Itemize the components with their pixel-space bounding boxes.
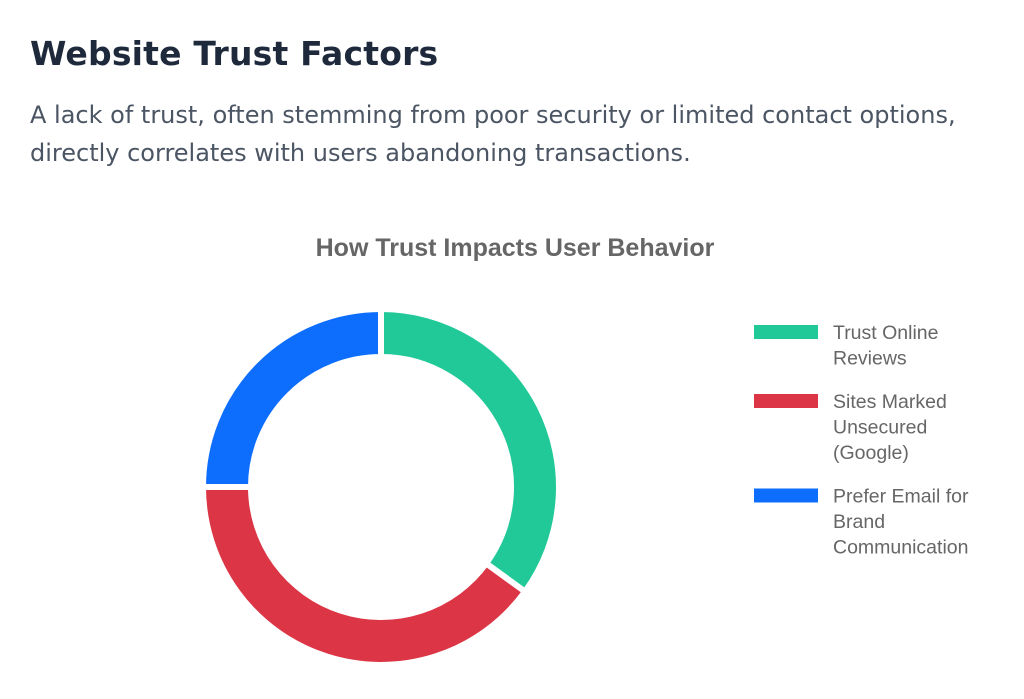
legend-swatch-0 <box>754 325 818 339</box>
legend-label-0: Trust Online Reviews <box>833 322 938 370</box>
page-title: Website Trust Factors <box>30 34 439 73</box>
chart-slices <box>199 305 562 668</box>
legend-item-2[interactable]: Prefer Email for Brand Communication <box>754 486 969 559</box>
doughnut-slice-0[interactable] <box>378 305 562 596</box>
doughnut-slice-2[interactable] <box>199 305 384 490</box>
doughnut-chart: How Trust Impacts User Behavior Trust On… <box>199 234 969 668</box>
page-description: A lack of trust, often stemming from poo… <box>30 101 956 167</box>
legend-item-1[interactable]: Sites Marked Unsecured (Google) <box>754 391 947 464</box>
legend-swatch-2 <box>754 488 818 503</box>
legend-swatch-1 <box>754 394 818 408</box>
chart-title: How Trust Impacts User Behavior <box>316 234 715 262</box>
trust-chart: How Trust Impacts User Behavior Trust On… <box>0 214 1024 699</box>
legend-item-0[interactable]: Trust Online Reviews <box>754 322 938 370</box>
doughnut-slice-1[interactable] <box>199 484 530 668</box>
legend-label-1: Sites Marked Unsecured (Google) <box>833 391 947 464</box>
chart-legend: Trust Online Reviews Sites Marked Unsecured… <box>754 322 969 559</box>
legend-label-2: Prefer Email for Brand Communication <box>833 486 969 559</box>
